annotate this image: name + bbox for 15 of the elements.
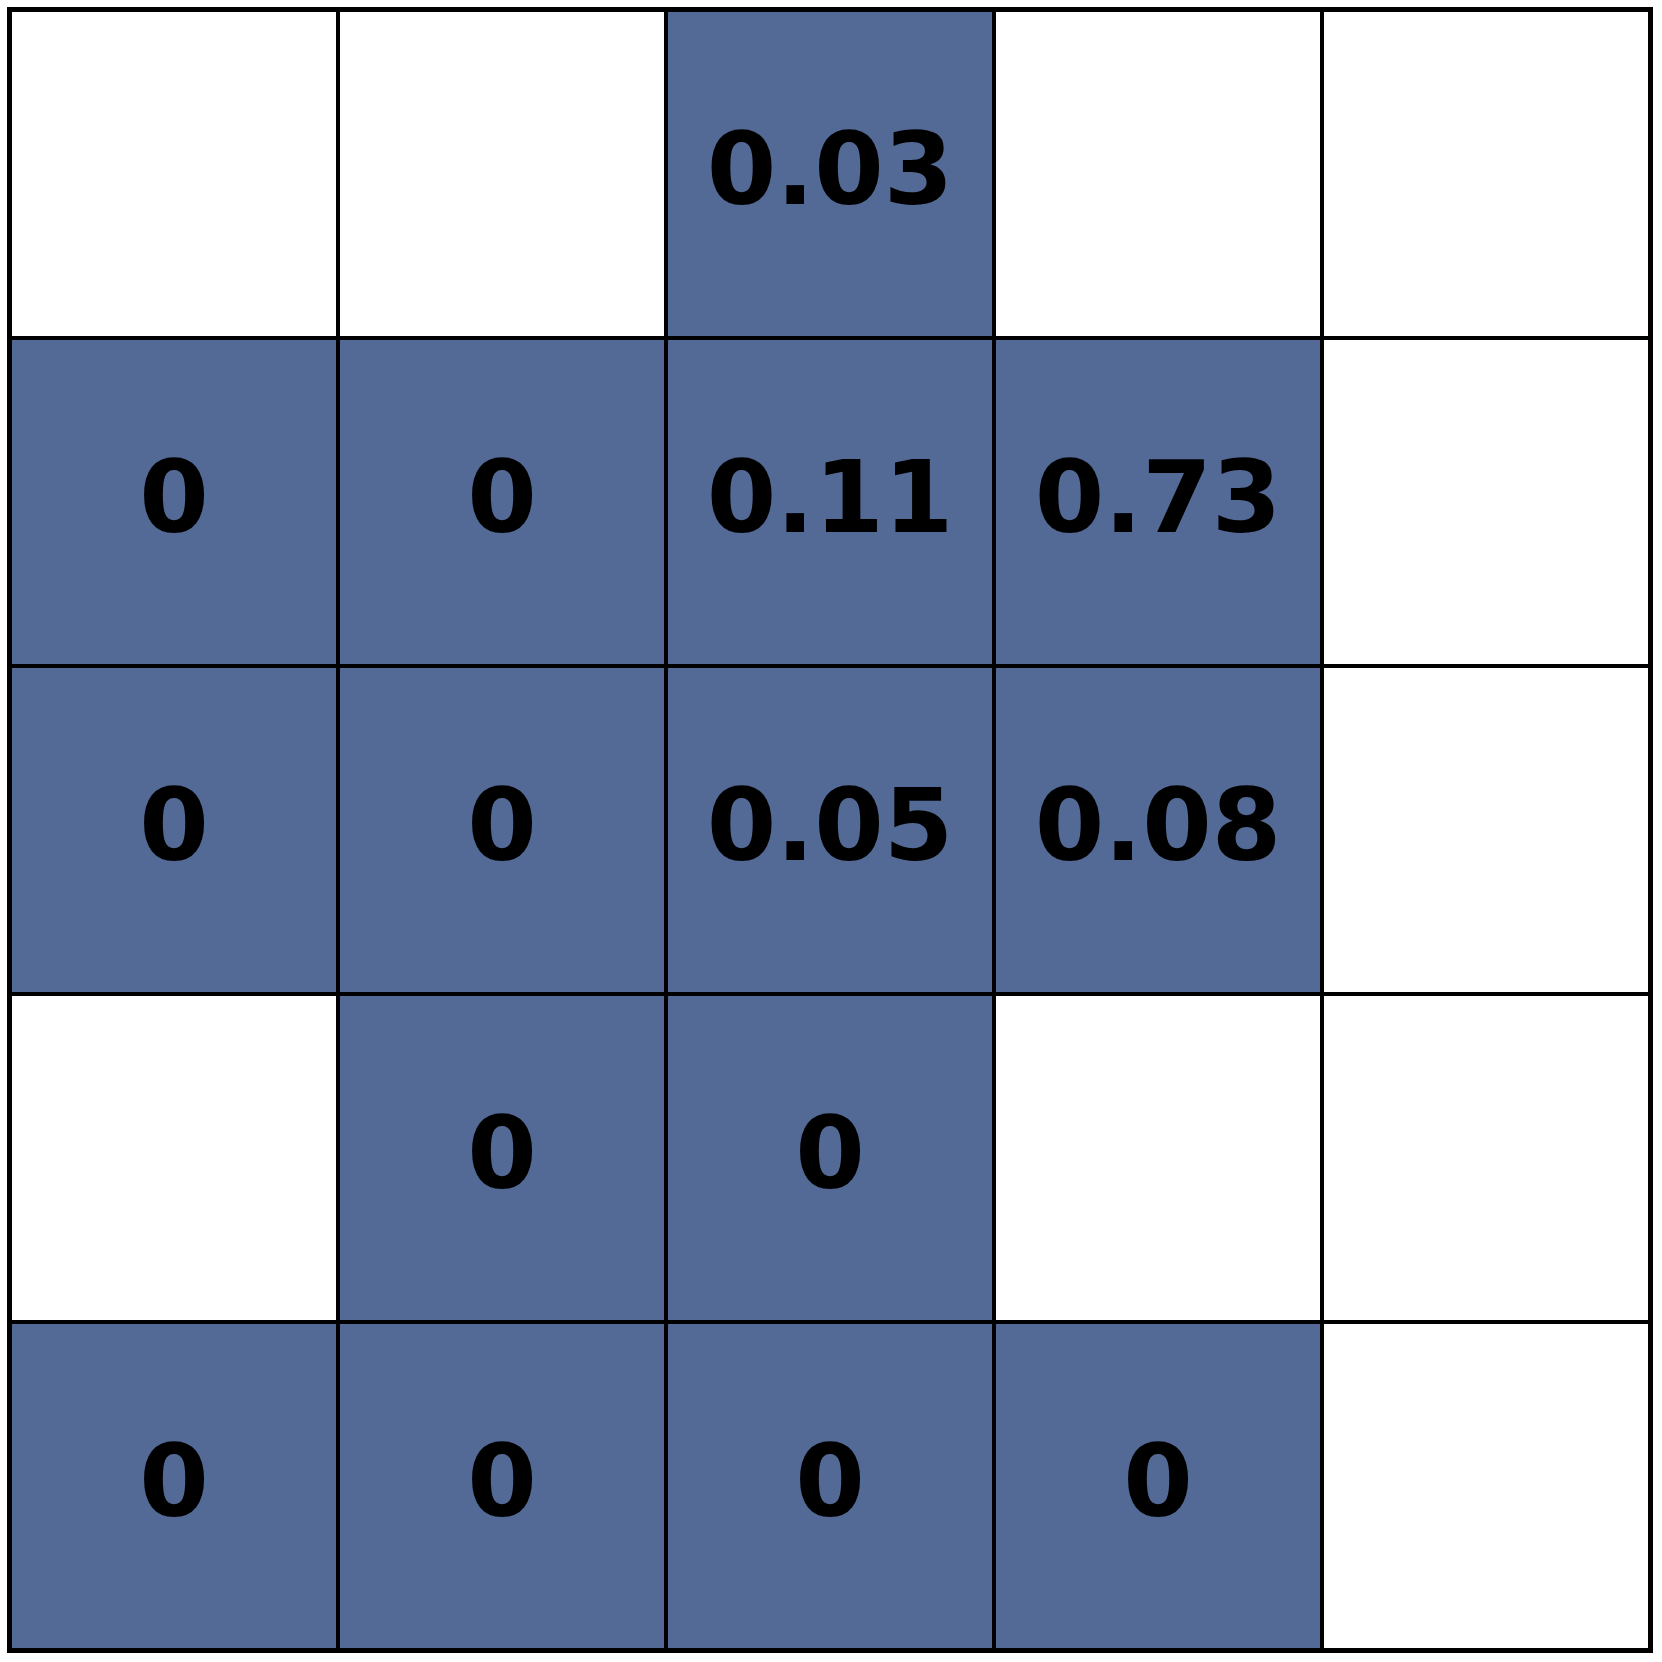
data-label: 0 [139, 1423, 209, 1540]
data-label: 0 [139, 767, 209, 884]
data-label: 0.08 [1034, 767, 1282, 884]
data-label: 0 [795, 1095, 865, 1212]
data-label: 0 [467, 439, 537, 556]
data-label: 0.11 [706, 439, 954, 556]
data-label: 0 [1123, 1423, 1193, 1540]
data-label: 0 [795, 1423, 865, 1540]
data-label: 0 [139, 439, 209, 556]
data-label: 0.03 [706, 111, 954, 228]
data-label: 0 [467, 1095, 537, 1212]
data-label: 0.73 [1034, 439, 1282, 556]
data-label: 0.05 [706, 767, 954, 884]
data-label: 0 [467, 767, 537, 884]
data-label: 0 [467, 1423, 537, 1540]
